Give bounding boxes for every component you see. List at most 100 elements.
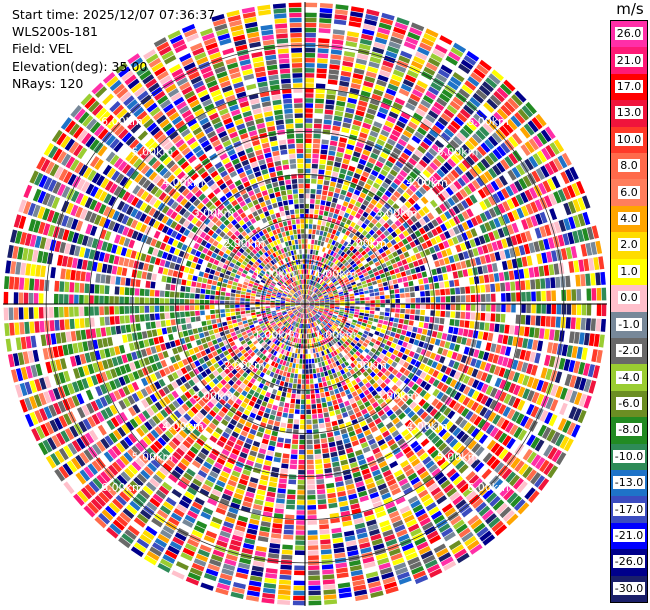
velocity-gate <box>465 197 474 207</box>
velocity-gate <box>430 237 438 246</box>
velocity-gate <box>176 503 188 513</box>
velocity-gate <box>289 403 295 409</box>
velocity-gate <box>411 153 421 162</box>
velocity-gate <box>236 386 244 394</box>
velocity-gate <box>328 186 335 192</box>
velocity-gate <box>336 275 341 280</box>
velocity-gate <box>535 278 541 290</box>
velocity-gate <box>248 481 258 489</box>
velocity-gate <box>337 146 345 153</box>
velocity-gate <box>343 50 356 58</box>
velocity-gate <box>419 122 430 132</box>
velocity-gate <box>410 224 418 232</box>
velocity-gate <box>596 303 602 316</box>
velocity-gate <box>433 453 443 463</box>
velocity-gate <box>242 379 249 386</box>
velocity-gate <box>445 288 451 295</box>
velocity-gate <box>296 515 306 520</box>
velocity-gate <box>347 382 353 389</box>
velocity-gate <box>316 331 320 337</box>
velocity-gate <box>415 369 423 377</box>
velocity-gate <box>338 291 344 295</box>
velocity-gate <box>309 300 314 303</box>
velocity-gate <box>364 310 370 314</box>
velocity-gate <box>418 159 428 168</box>
velocity-gate <box>312 229 316 235</box>
velocity-gate <box>269 440 276 447</box>
velocity-gate <box>361 408 368 415</box>
velocity-gate <box>330 305 335 307</box>
velocity-gate <box>340 189 347 196</box>
velocity-gate <box>475 285 481 293</box>
velocity-gate <box>361 187 369 195</box>
velocity-gate <box>349 350 355 356</box>
velocity-gate <box>295 363 299 369</box>
velocity-gate <box>481 303 486 312</box>
velocity-gate <box>434 471 445 482</box>
velocity-gate <box>357 285 363 290</box>
velocity-gate <box>412 112 424 122</box>
velocity-gate <box>305 300 308 304</box>
velocity-gate <box>320 316 325 321</box>
velocity-gate <box>295 530 306 535</box>
velocity-gate <box>559 387 568 400</box>
velocity-gate <box>213 394 221 401</box>
velocity-gate <box>315 290 320 294</box>
velocity-gate <box>465 286 471 294</box>
velocity-gate <box>405 269 412 276</box>
velocity-gate <box>469 543 483 555</box>
velocity-gate <box>316 73 327 79</box>
velocity-gate <box>414 230 422 238</box>
velocity-gate <box>313 332 316 338</box>
velocity-gate <box>476 526 489 538</box>
velocity-gate <box>335 393 342 399</box>
velocity-gate <box>302 313 304 319</box>
velocity-gate <box>187 538 200 548</box>
velocity-gate <box>255 414 262 422</box>
velocity-gate <box>267 445 275 452</box>
velocity-gate <box>362 199 370 207</box>
velocity-gate <box>353 366 359 373</box>
velocity-gate <box>223 521 234 529</box>
velocity-gate <box>384 177 392 185</box>
velocity-gate <box>408 197 416 206</box>
velocity-gate <box>226 511 237 519</box>
velocity-gate <box>366 335 372 341</box>
velocity-gate <box>474 237 481 246</box>
velocity-gate <box>133 476 144 488</box>
velocity-gate <box>305 329 307 334</box>
velocity-gate <box>427 482 439 492</box>
velocity-gate <box>352 373 359 379</box>
velocity-gate <box>535 167 546 181</box>
velocity-gate <box>247 416 255 424</box>
velocity-gate <box>261 516 272 523</box>
velocity-gate <box>370 198 378 206</box>
velocity-gate <box>359 309 365 313</box>
velocity-gate <box>448 424 458 434</box>
velocity-gate <box>231 497 242 505</box>
velocity-gate <box>313 244 317 250</box>
velocity-gate <box>142 485 154 496</box>
velocity-gate <box>353 68 365 75</box>
velocity-gate <box>415 377 423 386</box>
velocity-gate <box>319 280 324 285</box>
velocity-gate <box>503 271 510 281</box>
velocity-gate <box>305 300 308 304</box>
velocity-gate <box>415 108 426 117</box>
velocity-gate <box>347 266 353 271</box>
velocity-gate <box>370 277 376 282</box>
velocity-gate <box>386 173 395 181</box>
velocity-gate <box>255 356 261 363</box>
velocity-gate <box>309 204 315 209</box>
velocity-gate <box>450 169 460 179</box>
velocity-gate <box>359 291 364 295</box>
velocity-gate <box>505 471 517 484</box>
velocity-gate <box>340 459 349 466</box>
velocity-gate <box>390 239 397 246</box>
velocity-gate <box>306 294 308 300</box>
velocity-gate <box>361 250 367 256</box>
velocity-gate <box>277 322 282 326</box>
velocity-gate <box>149 313 155 321</box>
velocity-gate <box>358 288 364 292</box>
velocity-gate <box>307 505 317 510</box>
